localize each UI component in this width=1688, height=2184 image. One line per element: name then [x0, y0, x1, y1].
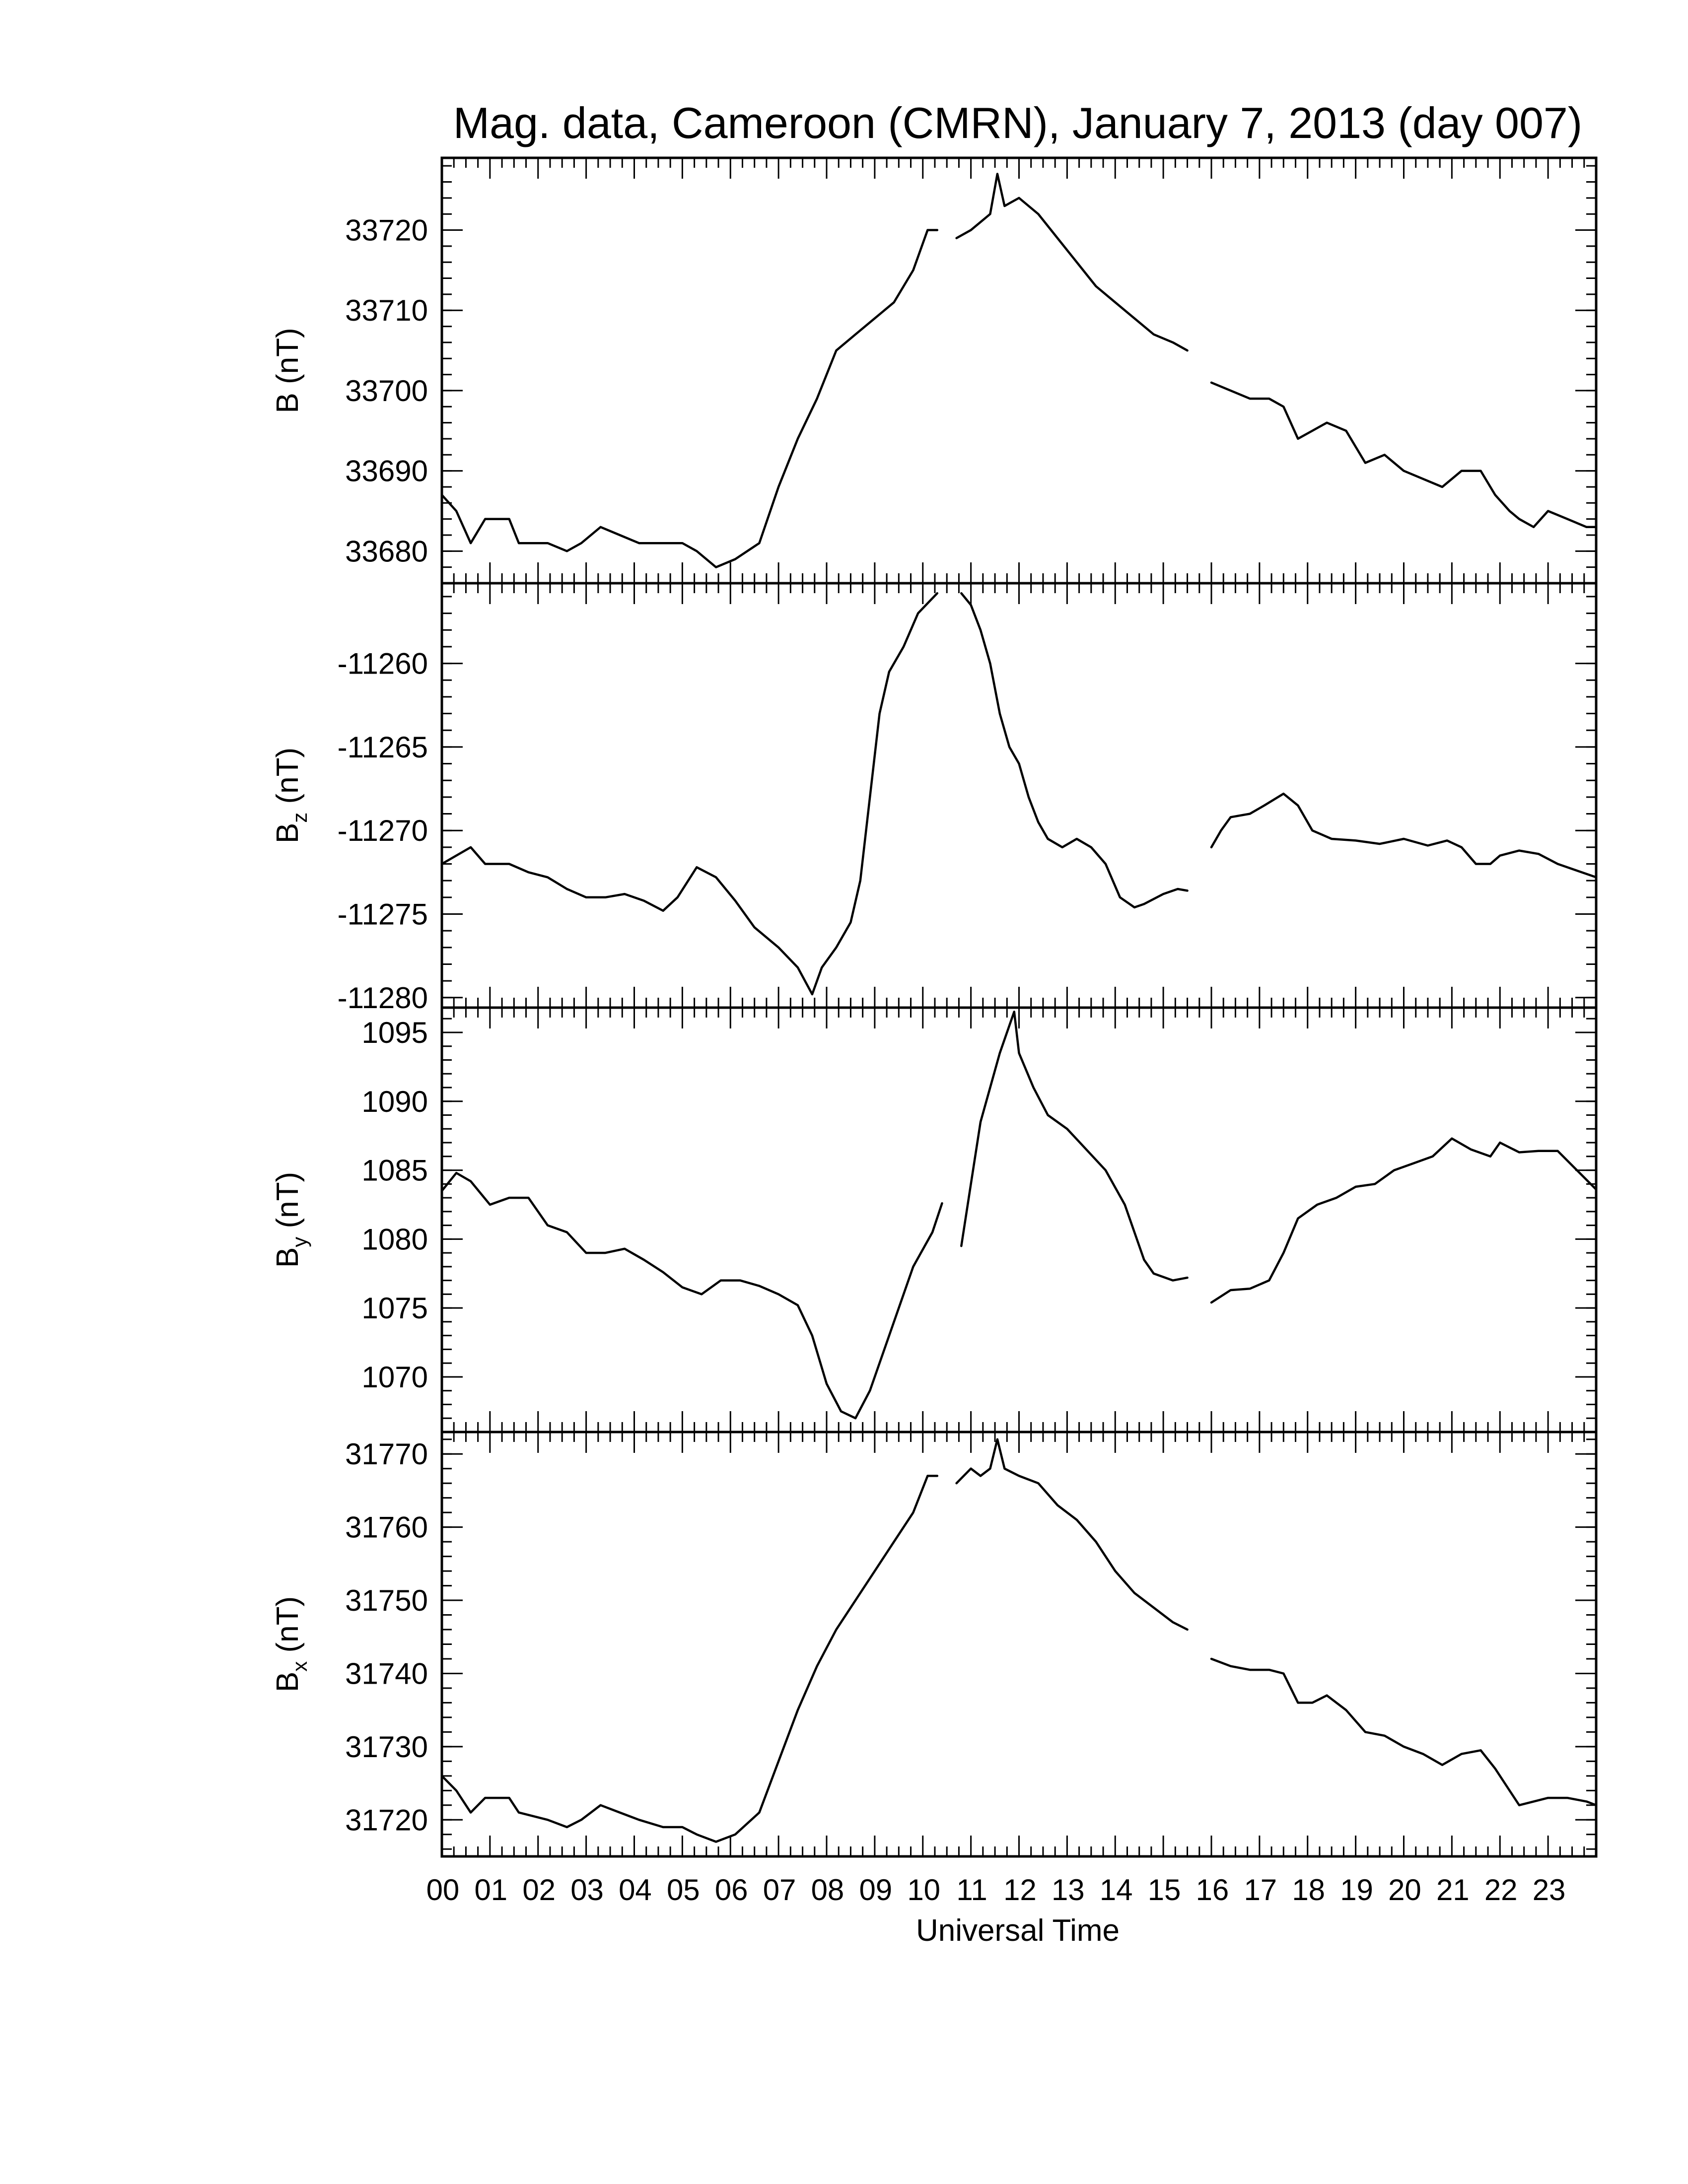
y-tick-label-Bz: -11270 [338, 814, 428, 847]
y-tick-label-B: 33680 [345, 535, 428, 568]
series-line-B-segment-0 [440, 229, 939, 568]
y-axis-label-By: By (nT) [271, 1172, 311, 1268]
y-tick-label-Bx: 31730 [345, 1730, 428, 1764]
y-axis-label-main: B [271, 1672, 305, 1692]
series-line-Bx-segment-2 [1210, 1657, 1598, 1807]
y-axis-label-Bx: Bx (nT) [271, 1596, 311, 1692]
x-tick-label: 17 [1244, 1873, 1277, 1907]
series-line-B-segment-2 [1210, 381, 1598, 529]
y-axis-label-Bz: Bz (nT) [271, 748, 311, 843]
x-tick-label: 05 [667, 1873, 700, 1907]
y-tick-label-Bx: 31750 [345, 1584, 428, 1617]
series-line-By-segment-1 [960, 1011, 1189, 1282]
x-tick-label: 16 [1196, 1873, 1229, 1907]
x-tick-label: 00 [426, 1873, 460, 1907]
chart-title: Mag. data, Cameroon (CMRN), January 7, 2… [453, 98, 1582, 147]
y-tick-label-Bx: 31760 [345, 1511, 428, 1544]
panel-Bz: -11280 -11275 -11270 -11265 -11260 Bz (nT) [271, 582, 1598, 1015]
x-tick-label: 03 [570, 1873, 604, 1907]
y-tick-label-By: 1085 [362, 1154, 428, 1187]
x-tick-label: 02 [522, 1873, 556, 1907]
y-axis-label-B: B (nT) [271, 328, 305, 413]
y-tick-label-Bx: 31770 [345, 1437, 428, 1471]
y-tick-label-By: 1070 [362, 1361, 428, 1394]
x-tick-label: 10 [907, 1873, 940, 1907]
y-axis-label-unit: (nT) [271, 1172, 305, 1237]
y-tick-label-By: 1080 [362, 1223, 428, 1256]
series-line-B-segment-1 [955, 173, 1189, 352]
x-tick-label: 01 [474, 1873, 507, 1907]
y-tick-label-Bz: -11260 [338, 647, 428, 681]
series-line-Bz-segment-1 [960, 592, 1189, 909]
y-tick-label-Bx: 31720 [345, 1803, 428, 1837]
y-tick-label-B: 33700 [345, 374, 428, 408]
y-tick-label-Bx: 31740 [345, 1657, 428, 1690]
y-axis-label-unit: (nT) [271, 748, 305, 813]
series-line-Bz-segment-0 [440, 592, 939, 996]
y-tick-label-Bz: -11275 [338, 897, 428, 931]
y-tick-label-Bz: -11265 [338, 731, 428, 764]
y-axis-label-main: B [271, 393, 305, 413]
y-tick-label-By: 1090 [362, 1085, 428, 1118]
x-tick-label: 09 [859, 1873, 892, 1907]
y-axis-label-main: B [271, 1247, 305, 1268]
panel-frame-Bx [440, 1431, 1598, 1858]
panel-frame-By [440, 1006, 1598, 1433]
x-tick-label: 08 [811, 1873, 844, 1907]
panel-frame-B [440, 156, 1598, 585]
x-tick-label: 07 [763, 1873, 796, 1907]
series-line-Bx-segment-1 [955, 1438, 1189, 1631]
y-tick-label-Bz: -11280 [338, 981, 428, 1015]
x-tick-label: 15 [1148, 1873, 1181, 1907]
y-axis-label-unit: (nT) [271, 1596, 305, 1661]
y-axis-label-unit: (nT) [271, 328, 305, 393]
x-tick-label: 21 [1436, 1873, 1470, 1907]
x-tick-label: 18 [1292, 1873, 1325, 1907]
x-axis-label: Universal Time [916, 1913, 1120, 1948]
x-tick-label: 12 [1003, 1873, 1037, 1907]
x-tick-label: 19 [1340, 1873, 1373, 1907]
x-tick-label: 13 [1052, 1873, 1085, 1907]
y-tick-label-B: 33720 [345, 214, 428, 247]
x-tick-labels: 00 01 02 03 04 05 06 07 08 09 10 11 12 13 14 15 16 17 18 19… [426, 1873, 1566, 1907]
series-line-Bz-segment-2 [1210, 792, 1598, 879]
y-axis-label-subscript: x [288, 1661, 311, 1672]
y-axis-label-main: B [271, 823, 305, 843]
x-tick-label: 23 [1533, 1873, 1566, 1907]
panel-frame-Bz [440, 582, 1598, 1009]
x-tick-label: 22 [1484, 1873, 1518, 1907]
y-axis-label-subscript: z [288, 813, 311, 823]
x-tick-label: 04 [619, 1873, 652, 1907]
series-line-By-segment-0 [440, 1171, 943, 1420]
x-tick-label: 06 [715, 1873, 748, 1907]
y-tick-label-B: 33710 [345, 294, 428, 327]
x-tick-label: 14 [1100, 1873, 1133, 1907]
x-tick-label: 20 [1388, 1873, 1421, 1907]
y-tick-label-By: 1075 [362, 1292, 428, 1325]
y-tick-label-By: 1095 [362, 1016, 428, 1049]
panel-By: 1070 1075 1080 1085 1090 1095 By (nT) [271, 1006, 1598, 1433]
y-axis-label-subscript: y [288, 1237, 311, 1247]
series-line-By-segment-2 [1210, 1137, 1598, 1304]
panel-Bx: 31720 31730 31740 31750 31760 31770 Bx (nT) [271, 1431, 1598, 1858]
series-line-Bx-segment-0 [440, 1475, 939, 1843]
panel-B: 33680 33690 33700 33710 33720 B (nT) [271, 156, 1598, 585]
x-tick-label: 11 [956, 1873, 987, 1907]
y-tick-label-B: 33690 [345, 455, 428, 488]
